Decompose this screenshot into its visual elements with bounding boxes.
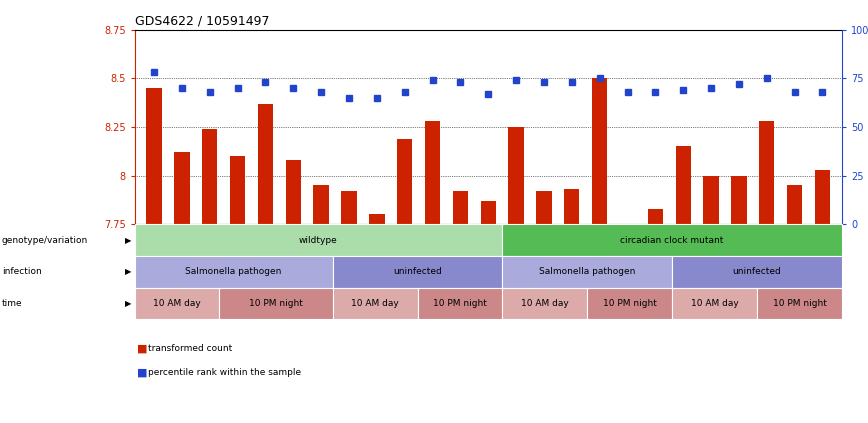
Text: wildtype: wildtype [299, 236, 338, 244]
Text: 10 AM day: 10 AM day [521, 299, 569, 308]
Text: 10 PM night: 10 PM night [602, 299, 657, 308]
Text: time: time [2, 299, 23, 308]
Text: ▶: ▶ [125, 299, 132, 308]
Text: ■: ■ [137, 367, 148, 377]
Bar [787, 185, 802, 224]
Text: 10 AM day: 10 AM day [352, 299, 399, 308]
Text: ▶: ▶ [125, 267, 132, 276]
Bar [564, 189, 580, 224]
Text: percentile rank within the sample: percentile rank within the sample [148, 368, 300, 377]
Text: circadian clock mutant: circadian clock mutant [621, 236, 724, 244]
Text: 10 AM day: 10 AM day [691, 299, 739, 308]
Text: uninfected: uninfected [733, 267, 781, 276]
Bar [731, 176, 746, 224]
Text: genotype/variation: genotype/variation [2, 236, 88, 244]
Text: 10 PM night: 10 PM night [249, 299, 303, 308]
Bar [147, 88, 161, 224]
Bar [481, 201, 496, 224]
Text: ■: ■ [137, 344, 148, 354]
Text: transformed count: transformed count [148, 344, 232, 354]
Text: 10 AM day: 10 AM day [153, 299, 201, 308]
Bar [202, 129, 217, 224]
Bar [369, 214, 385, 224]
Bar [286, 160, 301, 224]
Bar [815, 170, 830, 224]
Bar [258, 104, 273, 224]
Text: Salmonella pathogen: Salmonella pathogen [539, 267, 635, 276]
Bar [453, 191, 468, 224]
Text: infection: infection [2, 267, 42, 276]
Text: Salmonella pathogen: Salmonella pathogen [186, 267, 282, 276]
Bar [703, 176, 719, 224]
Bar [675, 146, 691, 224]
Bar [509, 127, 523, 224]
Bar [230, 156, 246, 224]
Text: uninfected: uninfected [393, 267, 442, 276]
Bar [313, 185, 329, 224]
Bar [425, 121, 440, 224]
Bar [397, 139, 412, 224]
Bar [174, 152, 189, 224]
Bar [592, 78, 608, 224]
Text: ▶: ▶ [125, 236, 132, 244]
Text: GDS4622 / 10591497: GDS4622 / 10591497 [135, 14, 269, 27]
Bar [341, 191, 357, 224]
Text: 10 PM night: 10 PM night [433, 299, 487, 308]
Bar [648, 209, 663, 224]
Text: 10 PM night: 10 PM night [773, 299, 826, 308]
Bar [536, 191, 551, 224]
Bar [760, 121, 774, 224]
